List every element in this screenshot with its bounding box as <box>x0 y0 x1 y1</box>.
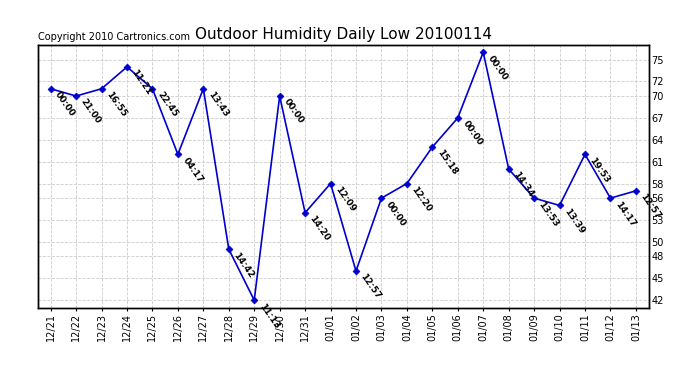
Text: 12:57: 12:57 <box>639 192 662 221</box>
Text: 14:17: 14:17 <box>613 200 637 228</box>
Text: 12:57: 12:57 <box>359 272 383 301</box>
Text: 00:00: 00:00 <box>384 200 408 228</box>
Text: 13:53: 13:53 <box>537 200 561 228</box>
Title: Outdoor Humidity Daily Low 20100114: Outdoor Humidity Daily Low 20100114 <box>195 27 492 42</box>
Text: 00:00: 00:00 <box>486 54 509 82</box>
Text: 16:55: 16:55 <box>104 90 128 119</box>
Text: 15:18: 15:18 <box>435 148 459 177</box>
Text: 22:45: 22:45 <box>155 90 179 119</box>
Text: 14:20: 14:20 <box>308 214 332 243</box>
Text: 11:21: 11:21 <box>130 68 154 97</box>
Text: 04:17: 04:17 <box>181 156 204 184</box>
Text: 14:34: 14:34 <box>511 170 535 199</box>
Text: 00:00: 00:00 <box>282 98 306 126</box>
Text: 12:09: 12:09 <box>333 185 357 213</box>
Text: 12:20: 12:20 <box>410 185 433 213</box>
Text: 00:00: 00:00 <box>460 119 484 147</box>
Text: 14:42: 14:42 <box>232 251 255 279</box>
Text: 19:53: 19:53 <box>588 156 611 184</box>
Text: 13:39: 13:39 <box>562 207 586 236</box>
Text: 11:13: 11:13 <box>257 302 281 330</box>
Text: 13:43: 13:43 <box>206 90 230 119</box>
Text: 21:00: 21:00 <box>79 98 103 126</box>
Text: 00:00: 00:00 <box>53 90 77 118</box>
Text: Copyright 2010 Cartronics.com: Copyright 2010 Cartronics.com <box>38 32 190 42</box>
